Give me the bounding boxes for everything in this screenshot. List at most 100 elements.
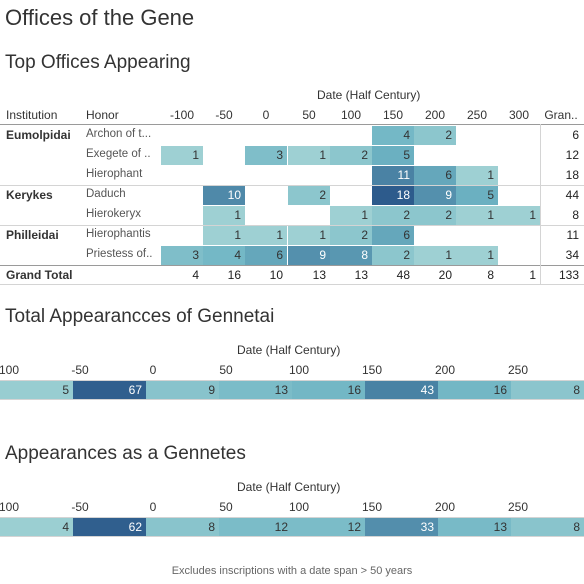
heat-cell[interactable]: 2 [414,206,456,225]
heat-cell[interactable]: 4 [372,126,414,145]
column-header: 200 [424,108,446,122]
table-divider [0,185,584,186]
heat-cell[interactable]: 1 [161,146,203,165]
column-header: 50 [302,108,316,122]
column-grand-total: 1 [529,268,536,282]
axis-tick-label: 200 [434,363,456,377]
heat-cell[interactable]: 3 [245,146,287,165]
strip-segment[interactable]: 33 [365,518,438,536]
heat-cell[interactable]: 1 [203,226,245,245]
column-header: 150 [382,108,404,122]
strip-segment[interactable]: 16 [438,381,511,399]
column-header: -100 [169,108,195,122]
heat-cell[interactable]: 1 [456,166,498,185]
heat-cell[interactable]: 8 [330,246,372,265]
strip-segment[interactable]: 13 [219,381,292,399]
heat-cell[interactable]: 2 [372,206,414,225]
crosstab: Date (Half Century) Institution Honor -1… [0,86,584,286]
axis-tick-label: 250 [507,500,529,514]
column-grand-total: 13 [354,268,368,282]
table-divider [0,284,584,285]
heat-cell[interactable]: 1 [330,206,372,225]
axis-tick-label: -100 [0,363,20,377]
strip-segment[interactable]: 43 [365,381,438,399]
column-header: 100 [340,108,362,122]
column-grand-total: 10 [269,268,283,282]
strip-segment[interactable]: 8 [146,518,219,536]
heat-cell[interactable]: 9 [414,186,456,205]
heat-cell[interactable]: 1 [288,146,330,165]
institution-label: Philleidai [6,228,59,242]
heat-cell[interactable]: 6 [372,226,414,245]
heat-cell[interactable]: 1 [203,206,245,225]
grand-total-column-header: Gran.. [544,108,578,122]
column-grand-total: 20 [438,268,452,282]
honor-label[interactable]: Hierophant [86,168,143,180]
heat-cell[interactable]: 1 [456,206,498,225]
table-divider [0,124,584,125]
row-header-institution: Institution [6,108,58,122]
strip-segment[interactable]: 16 [292,381,365,399]
column-grand-total: 4 [192,268,199,282]
grand-total-all: 133 [558,268,579,282]
strip-segment[interactable]: 12 [292,518,365,536]
row-grand-total: 12 [565,148,579,162]
honor-label[interactable]: Exegete of .. [86,148,151,160]
column-grand-total: 48 [396,268,410,282]
honor-label[interactable]: Archon of t... [86,128,152,140]
heat-cell[interactable]: 2 [288,186,330,205]
strip-segment[interactable]: 13 [438,518,511,536]
heat-cell[interactable]: 2 [330,226,372,245]
heat-cell[interactable]: 6 [414,166,456,185]
axis-tick-label: 250 [507,363,529,377]
strip-segment[interactable]: 8 [511,518,584,536]
honor-label[interactable]: Hierokeryx [86,208,141,220]
row-grand-total: 8 [572,208,579,222]
heat-cell[interactable]: 2 [372,246,414,265]
heat-cell[interactable]: 2 [330,146,372,165]
strip-segment[interactable]: 9 [146,381,219,399]
heat-cell[interactable]: 10 [203,186,245,205]
strip-segment[interactable]: 67 [73,381,146,399]
strip-segment[interactable]: 12 [219,518,292,536]
heat-cell[interactable]: 1 [456,246,498,265]
heat-cell[interactable]: 2 [414,126,456,145]
heat-cell[interactable]: 6 [245,246,287,265]
strip-band: 4 62 8 12 12 33 13 8 [0,517,584,537]
heat-cell[interactable]: 1 [245,226,287,245]
strip1-title: Total Appearancces of Gennetai [5,306,275,327]
axis-tick-label: -50 [71,500,89,514]
column-header: 300 [508,108,530,122]
strip-segment[interactable]: 4 [0,518,73,536]
honor-label[interactable]: Priestess of.. [86,248,153,260]
row-grand-total: 6 [572,128,579,142]
heat-cell[interactable]: 1 [498,206,540,225]
row-grand-total: 11 [566,228,579,242]
strip-segment[interactable]: 5 [0,381,73,399]
column-grand-total: 8 [487,268,494,282]
honor-label[interactable]: Hierophantis [86,228,151,240]
row-grand-total: 34 [565,248,579,262]
heat-cell[interactable]: 3 [161,246,203,265]
table-divider [0,265,584,266]
heat-cell[interactable]: 9 [288,246,330,265]
heat-cell[interactable]: 1 [288,226,330,245]
heat-cell[interactable]: 5 [456,186,498,205]
strip-segment[interactable]: 62 [73,518,146,536]
heat-cell[interactable]: 5 [372,146,414,165]
strip-segment[interactable]: 8 [511,381,584,399]
grand-total-label: Grand Total [6,268,73,282]
strip2: Date (Half Century) -100 -50 0 50 100 150 200 2… [0,477,584,567]
strip2-title: Appearances as a Gennetes [5,443,246,464]
heat-cell[interactable]: 18 [372,186,414,205]
footnote: Excludes inscriptions with a date span >… [171,565,413,577]
axis-tick-label: 0 [149,363,157,377]
heat-cell[interactable]: 11 [372,166,414,185]
column-header: -50 [215,108,233,122]
honor-label[interactable]: Daduch [86,188,126,200]
column-header: 250 [466,108,488,122]
heat-cell[interactable]: 4 [203,246,245,265]
heat-cell[interactable]: 1 [414,246,456,265]
column-header: 0 [262,108,270,122]
column-grand-total: 13 [312,268,326,282]
